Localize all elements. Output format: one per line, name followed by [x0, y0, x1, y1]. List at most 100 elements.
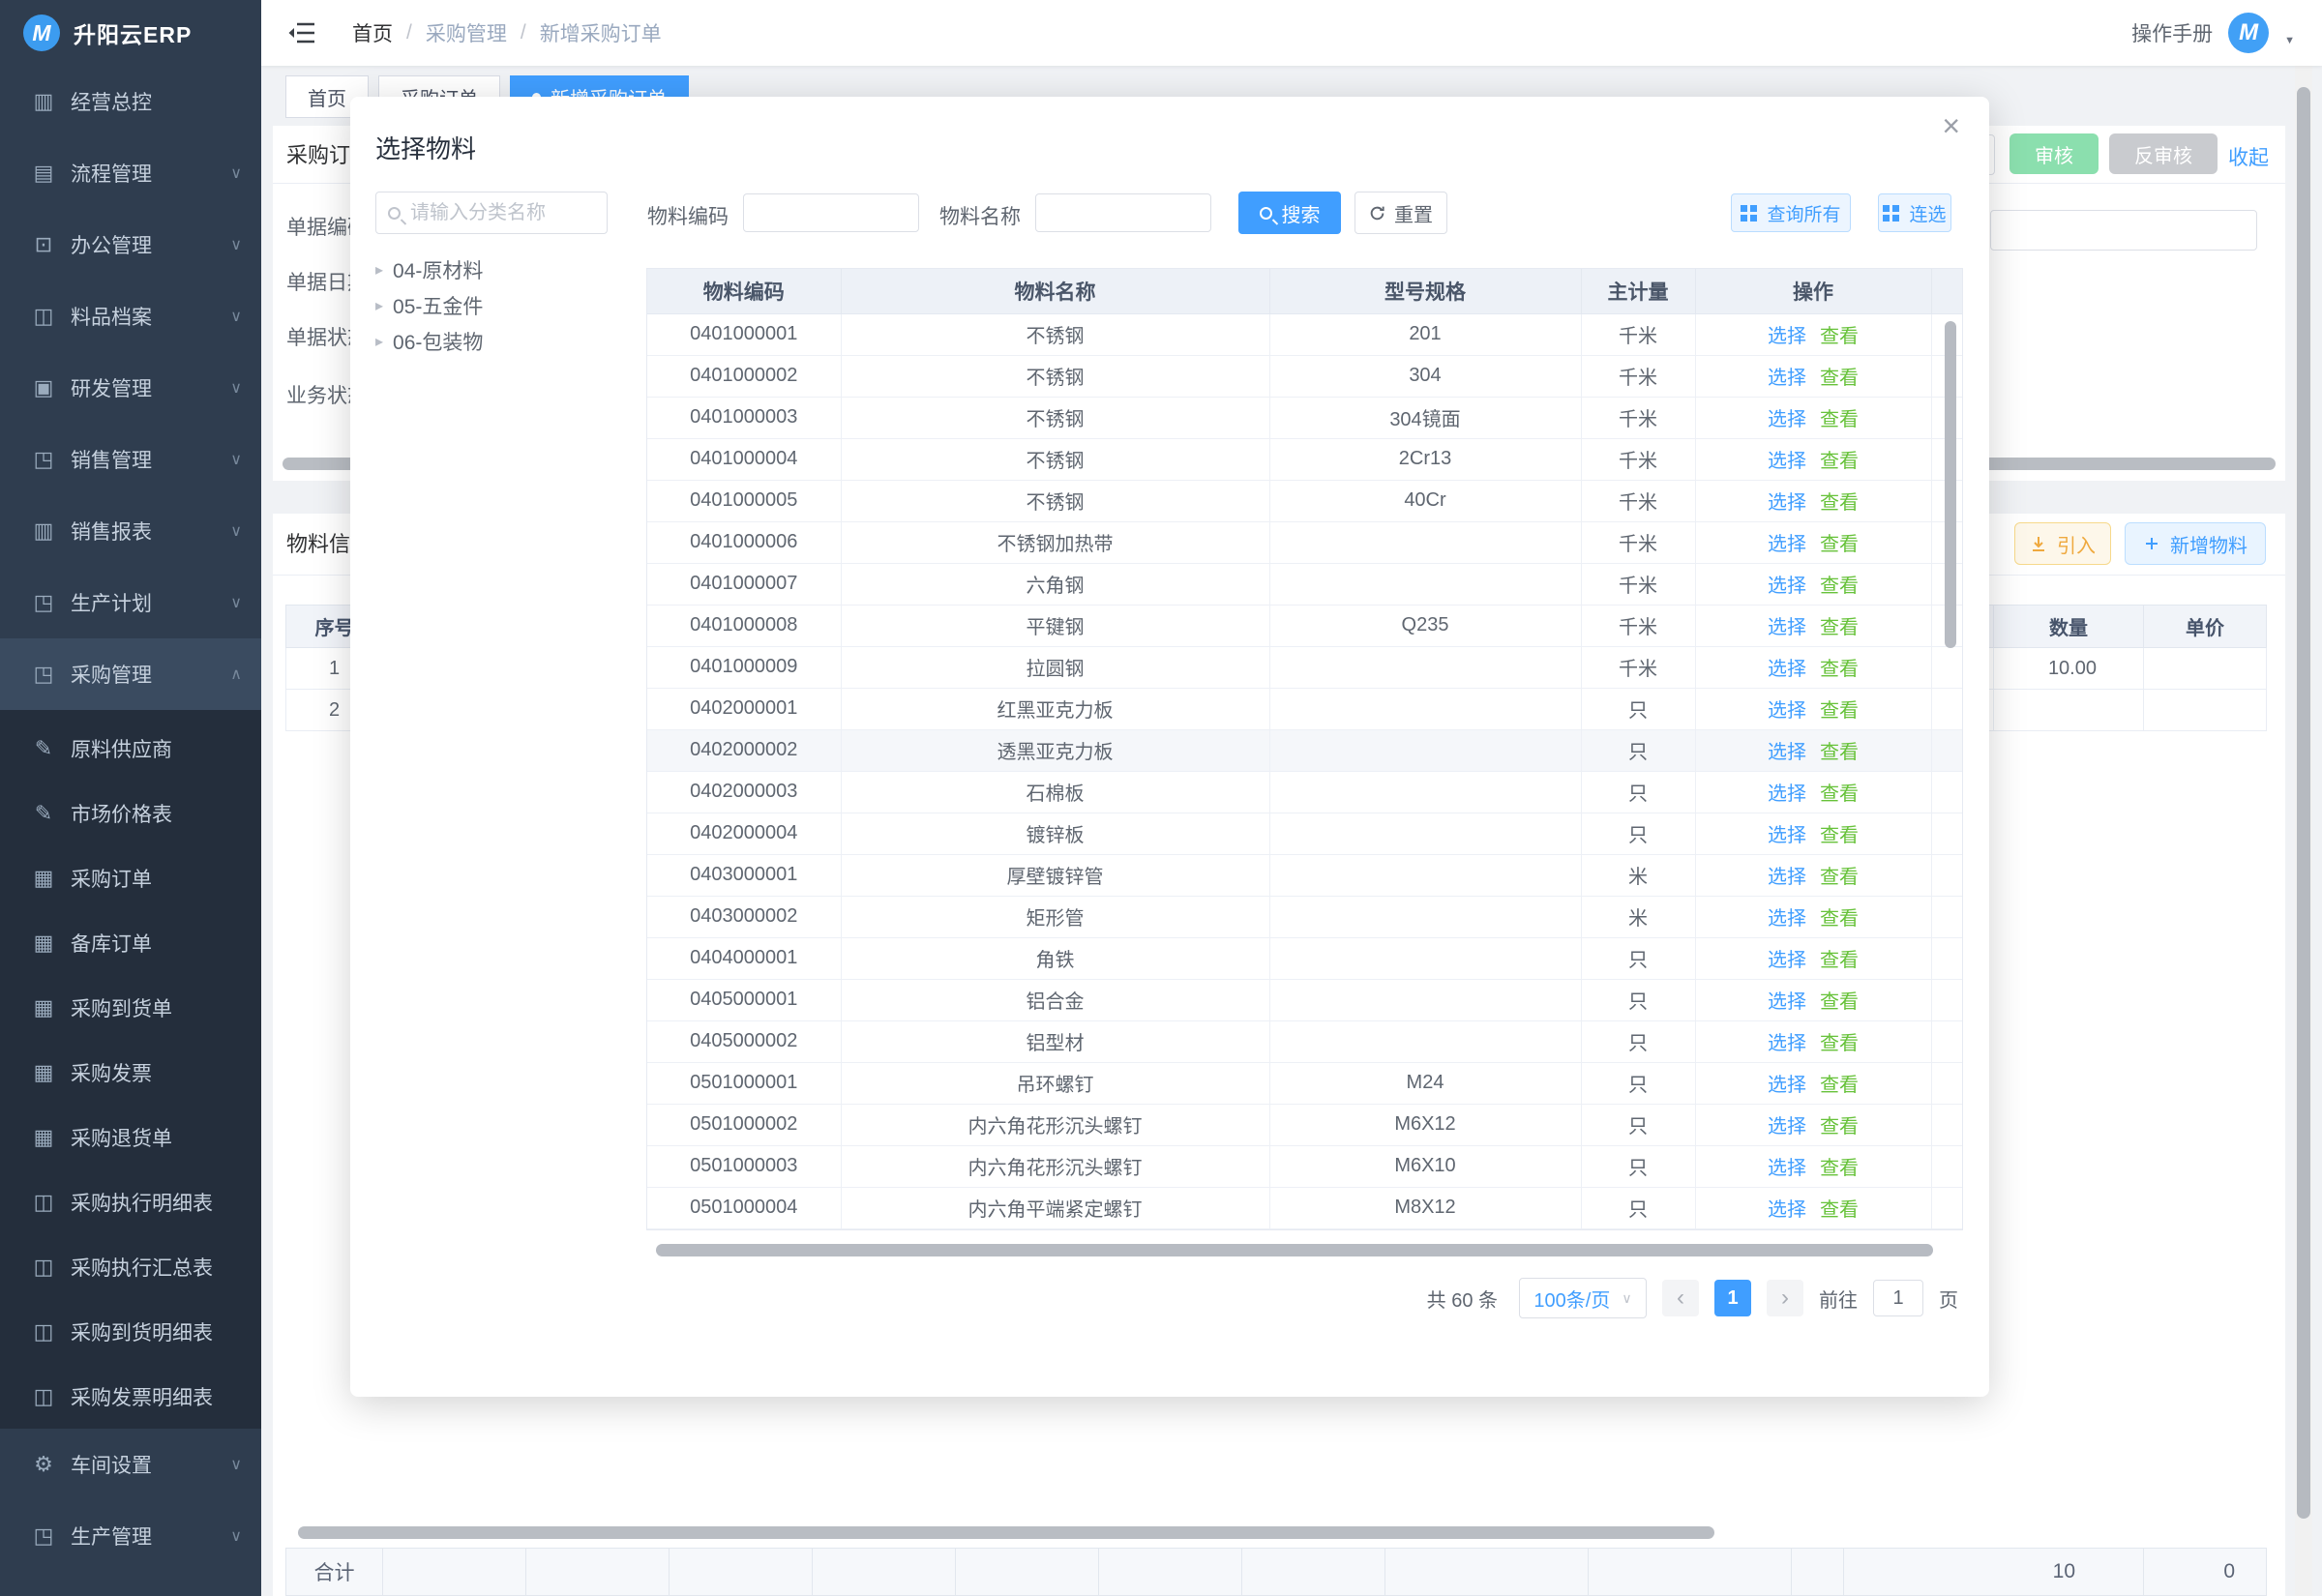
select-link[interactable]: 选择 — [1768, 409, 1806, 430]
view-link[interactable]: 查看 — [1820, 1033, 1859, 1054]
sidebar-item[interactable]: 生产管理 — [0, 1500, 261, 1572]
material-code-input[interactable] — [743, 193, 919, 232]
view-link[interactable]: 查看 — [1820, 1199, 1859, 1221]
sidebar-item[interactable]: 车间设置 — [0, 1429, 261, 1500]
select-link[interactable]: 选择 — [1768, 867, 1806, 888]
sidebar-subitem[interactable]: 采购发票明细表 — [0, 1364, 261, 1429]
material-row[interactable]: 0404000001 角铁 只 选择 查看 — [647, 937, 1962, 980]
view-link[interactable]: 查看 — [1820, 617, 1859, 638]
material-row[interactable]: 0401000007 六角钢 千米 选择 查看 — [647, 563, 1962, 606]
approve-button[interactable]: 审核 — [2009, 133, 2099, 174]
view-link[interactable]: 查看 — [1820, 991, 1859, 1013]
avatar-dropdown-caret-icon[interactable] — [2284, 35, 2295, 46]
view-link[interactable]: 查看 — [1820, 492, 1859, 514]
view-link[interactable]: 查看 — [1820, 1158, 1859, 1179]
select-link[interactable]: 选择 — [1768, 326, 1806, 347]
material-row[interactable]: 0402000004 镀锌板 只 选择 查看 — [647, 813, 1962, 855]
view-link[interactable]: 查看 — [1820, 908, 1859, 930]
sidebar-item[interactable]: 经营总控 — [0, 66, 261, 137]
material-row[interactable]: 0401000002 不锈钢 304 千米 选择 查看 — [647, 355, 1962, 398]
view-link[interactable]: 查看 — [1820, 1075, 1859, 1096]
select-link[interactable]: 选择 — [1768, 659, 1806, 680]
current-page[interactable]: 1 — [1714, 1280, 1751, 1316]
sidebar-subitem[interactable]: 采购退货单 — [0, 1105, 261, 1169]
multi-select-button[interactable]: 连选 — [1878, 193, 1951, 232]
material-name-input[interactable] — [1035, 193, 1211, 232]
collapse-link[interactable]: 收起 — [2228, 147, 2269, 169]
material-row[interactable]: 0401000009 拉圆钢 千米 选择 查看 — [647, 646, 1962, 689]
view-link[interactable]: 查看 — [1820, 950, 1859, 971]
horizontal-scrollbar[interactable] — [298, 1526, 1714, 1539]
breadcrumb-home[interactable]: 首页 — [352, 23, 393, 45]
select-link[interactable]: 选择 — [1768, 617, 1806, 638]
view-link[interactable]: 查看 — [1820, 867, 1859, 888]
material-row[interactable]: 0403000002 矩形管 米 选择 查看 — [647, 896, 1962, 938]
sidebar-item[interactable]: 销售管理 — [0, 424, 261, 495]
next-page-button[interactable] — [1767, 1280, 1803, 1316]
view-link[interactable]: 查看 — [1820, 700, 1859, 722]
sidebar-subitem[interactable]: 采购订单 — [0, 845, 261, 910]
select-link[interactable]: 选择 — [1768, 1116, 1806, 1138]
material-row[interactable]: 0402000002 透黑亚克力板 只 选择 查看 — [647, 729, 1962, 772]
view-link[interactable]: 查看 — [1820, 451, 1859, 472]
view-link[interactable]: 查看 — [1820, 368, 1859, 389]
sidebar-subitem[interactable]: 采购到货明细表 — [0, 1299, 261, 1364]
sidebar-subitem[interactable]: 采购到货单 — [0, 975, 261, 1040]
category-search-input[interactable] — [410, 201, 595, 224]
view-link[interactable]: 查看 — [1820, 576, 1859, 597]
page-size-select[interactable]: 100条/页 — [1519, 1278, 1647, 1318]
sidebar-item[interactable]: 流程管理 — [0, 137, 261, 209]
material-row[interactable]: 0405000002 铝型材 只 选择 查看 — [647, 1020, 1962, 1063]
sidebar-item[interactable]: 加工车间 — [0, 1572, 261, 1596]
material-row[interactable]: 0501000001 吊环螺钉 M24 只 选择 查看 — [647, 1062, 1962, 1105]
avatar[interactable]: M — [2228, 13, 2270, 53]
material-row[interactable]: 0401000001 不锈钢 201 千米 选择 查看 — [647, 313, 1962, 356]
select-link[interactable]: 选择 — [1768, 534, 1806, 555]
select-link[interactable]: 选择 — [1768, 742, 1806, 763]
material-row[interactable]: 0501000003 内六角花形沉头螺钉 M6X10 只 选择 查看 — [647, 1145, 1962, 1188]
sidebar-subitem[interactable]: 原料供应商 — [0, 716, 261, 781]
select-link[interactable]: 选择 — [1768, 950, 1806, 971]
select-link[interactable]: 选择 — [1768, 1033, 1806, 1054]
sidebar-item[interactable]: 采购管理 — [0, 638, 261, 710]
breadcrumb-section[interactable]: 采购管理 — [425, 23, 507, 45]
unapprove-button[interactable]: 反审核 — [2109, 133, 2218, 174]
table-vertical-scrollbar[interactable] — [1945, 321, 1956, 648]
material-row[interactable]: 0401000004 不锈钢 2Cr13 千米 选择 查看 — [647, 438, 1962, 481]
material-row[interactable]: 0405000001 铝合金 只 选择 查看 — [647, 979, 1962, 1021]
select-link[interactable]: 选择 — [1768, 908, 1806, 930]
material-row[interactable]: 0403000001 厚壁镀锌管 米 选择 查看 — [647, 854, 1962, 897]
select-link[interactable]: 选择 — [1768, 492, 1806, 514]
view-link[interactable]: 查看 — [1820, 1116, 1859, 1138]
sidebar-subitem[interactable]: 采购发票 — [0, 1040, 261, 1105]
tree-node[interactable]: 05-五金件 — [375, 287, 617, 323]
view-link[interactable]: 查看 — [1820, 326, 1859, 347]
sidebar-subitem[interactable]: 采购执行明细表 — [0, 1169, 261, 1234]
sidebar-subitem[interactable]: 采购执行汇总表 — [0, 1234, 261, 1299]
sidebar-item[interactable]: 料品档案 — [0, 281, 261, 352]
view-link[interactable]: 查看 — [1820, 742, 1859, 763]
select-link[interactable]: 选择 — [1768, 783, 1806, 805]
select-link[interactable]: 选择 — [1768, 368, 1806, 389]
select-link[interactable]: 选择 — [1768, 1075, 1806, 1096]
sidebar-item[interactable]: 生产计划 — [0, 567, 261, 638]
material-row[interactable]: 0402000003 石棉板 只 选择 查看 — [647, 771, 1962, 813]
view-link[interactable]: 查看 — [1820, 783, 1859, 805]
select-link[interactable]: 选择 — [1768, 825, 1806, 846]
sidebar-item[interactable]: 销售报表 — [0, 495, 261, 567]
sidebar-item[interactable]: 办公管理 — [0, 209, 261, 281]
query-all-button[interactable]: 查询所有 — [1731, 193, 1851, 232]
prev-page-button[interactable] — [1662, 1280, 1699, 1316]
material-row[interactable]: 0402000001 红黑亚克力板 只 选择 查看 — [647, 688, 1962, 730]
material-row[interactable]: 0501000002 内六角花形沉头螺钉 M6X12 只 选择 查看 — [647, 1104, 1962, 1146]
search-button[interactable]: 搜索 — [1238, 192, 1341, 234]
sidebar-subitem[interactable]: 市场价格表 — [0, 781, 261, 845]
view-link[interactable]: 查看 — [1820, 534, 1859, 555]
material-row[interactable]: 0401000003 不锈钢 304镜面 千米 选择 查看 — [647, 397, 1962, 439]
material-row[interactable]: 0501000004 内六角平端紧定螺钉 M8X12 只 选择 查看 — [647, 1187, 1962, 1229]
close-icon[interactable] — [1942, 110, 1960, 141]
material-row[interactable]: 0401000006 不锈钢加热带 千米 选择 查看 — [647, 521, 1962, 564]
form-input[interactable] — [1990, 210, 2257, 251]
add-material-button[interactable]: 新增物料 — [2125, 522, 2266, 565]
select-link[interactable]: 选择 — [1768, 1158, 1806, 1179]
